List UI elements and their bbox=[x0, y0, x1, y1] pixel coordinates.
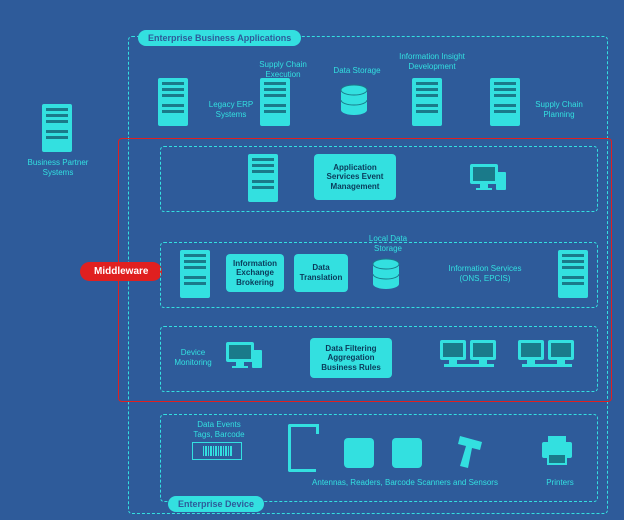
antennas-label: Antennas, Readers, Barcode Scanners and … bbox=[300, 478, 510, 488]
reader-icon bbox=[344, 438, 374, 468]
server-icon bbox=[260, 78, 290, 126]
dual-monitor-icon bbox=[516, 338, 576, 376]
printers-label: Printers bbox=[540, 478, 580, 488]
supply-chain-exec-label: Supply Chain Execution bbox=[248, 60, 318, 79]
cylinder-icon bbox=[338, 84, 370, 116]
server-icon bbox=[558, 250, 588, 298]
business-partner-label: Business Partner Systems bbox=[22, 158, 94, 177]
info-services-label: Information Services (ONS, EPCIS) bbox=[440, 264, 530, 283]
barcode-icon bbox=[192, 442, 242, 460]
scanner-icon bbox=[454, 432, 490, 472]
cylinder-icon bbox=[370, 258, 402, 290]
info-exchange-box: Information Exchange Brokering bbox=[226, 254, 284, 292]
enterprise-apps-title: Enterprise Business Applications bbox=[138, 30, 301, 46]
legacy-erp-label: Legacy ERP Systems bbox=[196, 100, 266, 119]
printer-icon bbox=[538, 434, 576, 466]
local-data-label: Local Data Storage bbox=[358, 234, 418, 253]
app-services-box: Application Services Event Management bbox=[314, 154, 396, 200]
data-events-label: Data Events Tags, Barcode bbox=[184, 420, 254, 439]
reader-icon bbox=[392, 438, 422, 468]
monitor-icon bbox=[468, 162, 508, 196]
supply-chain-plan-label: Supply Chain Planning bbox=[524, 100, 594, 119]
dual-monitor-icon bbox=[438, 338, 498, 376]
middleware-title: Middleware bbox=[80, 262, 162, 281]
device-monitoring-label: Device Monitoring bbox=[168, 348, 218, 367]
data-translation-box: Data Translation bbox=[294, 254, 348, 292]
server-icon bbox=[490, 78, 520, 126]
server-icon bbox=[248, 154, 278, 202]
data-filtering-box: Data Filtering Aggregation Business Rule… bbox=[310, 338, 392, 378]
server-icon bbox=[158, 78, 188, 126]
info-insight-label: Information Insight Development bbox=[392, 52, 472, 71]
server-icon bbox=[180, 250, 210, 298]
data-storage-label: Data Storage bbox=[322, 66, 392, 76]
antenna-icon bbox=[288, 424, 316, 472]
enterprise-device-title: Enterprise Device bbox=[168, 496, 264, 512]
server-icon bbox=[42, 104, 72, 152]
monitor-icon bbox=[224, 340, 264, 374]
server-icon bbox=[412, 78, 442, 126]
